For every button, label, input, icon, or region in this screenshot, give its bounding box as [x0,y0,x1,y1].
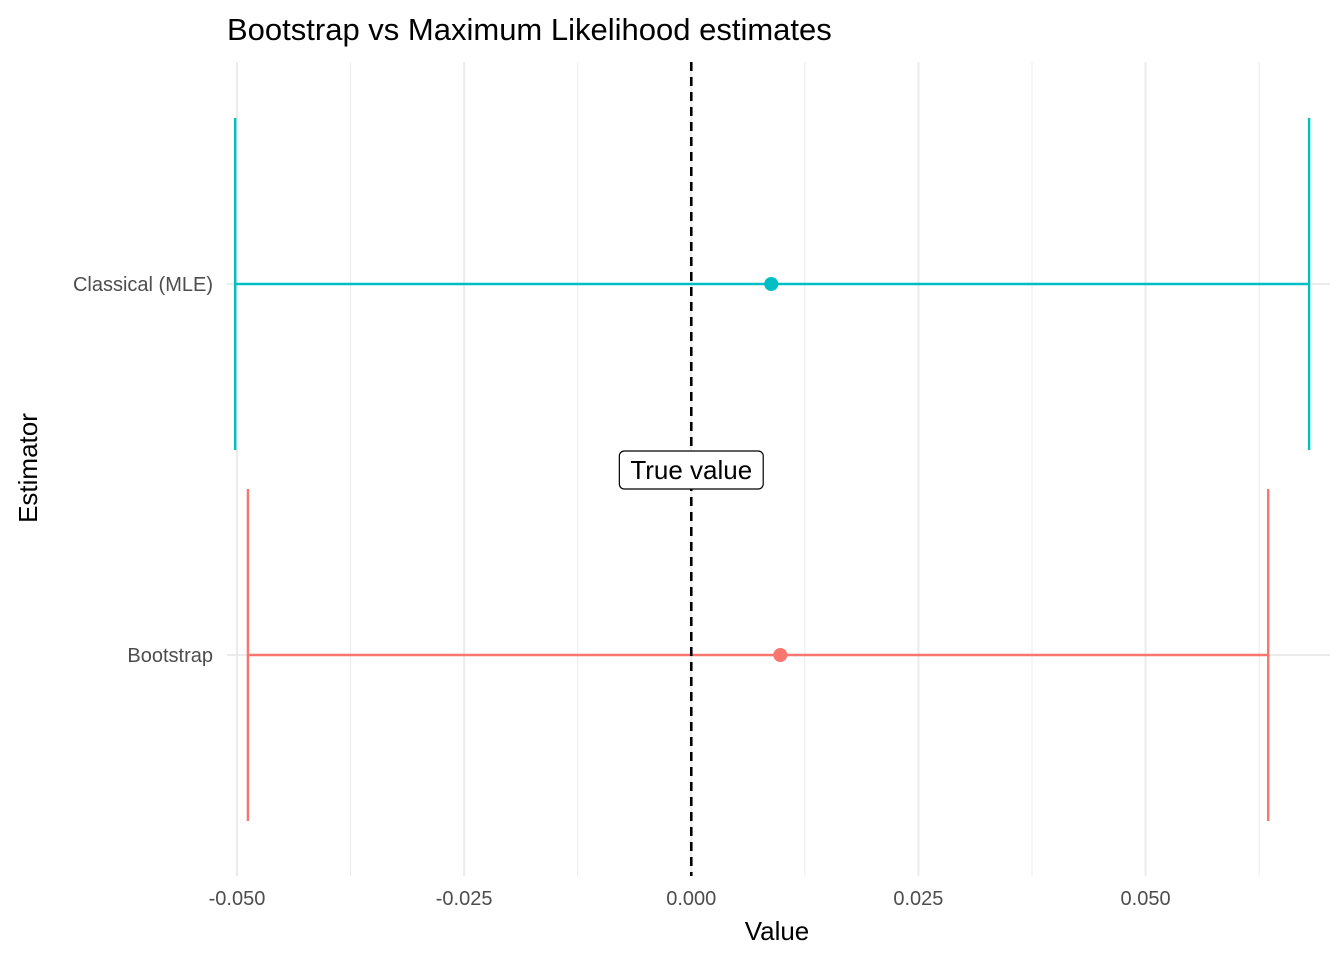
estimate-point [764,277,779,291]
error-bars [233,118,1311,821]
grid-major [227,62,1330,876]
x-axis-title: Value [745,916,810,946]
chart-title: Bootstrap vs Maximum Likelihood estimate… [227,12,832,47]
y-tick-label: Bootstrap [127,645,213,667]
annotation-group: True value [618,450,764,490]
annotation-label: True value [630,455,752,485]
x-tick-label: 0.050 [1121,888,1171,910]
x-tick-label: 0.025 [893,888,943,910]
x-tick-label: -0.050 [209,888,266,910]
x-tick-label: -0.025 [436,888,493,910]
grid-minor [350,62,1260,876]
estimate-point [773,648,788,662]
y-tick-label: Classical (MLE) [73,274,213,296]
y-axis-ticks: Bootstrap Classical (MLE) [73,274,213,667]
annotation-box [618,450,764,490]
x-axis-ticks: -0.050 -0.025 0.000 0.025 0.050 [209,888,1171,910]
estimate-points [764,277,788,662]
y-axis-title: Estimator [13,413,43,523]
x-tick-label: 0.000 [666,888,716,910]
